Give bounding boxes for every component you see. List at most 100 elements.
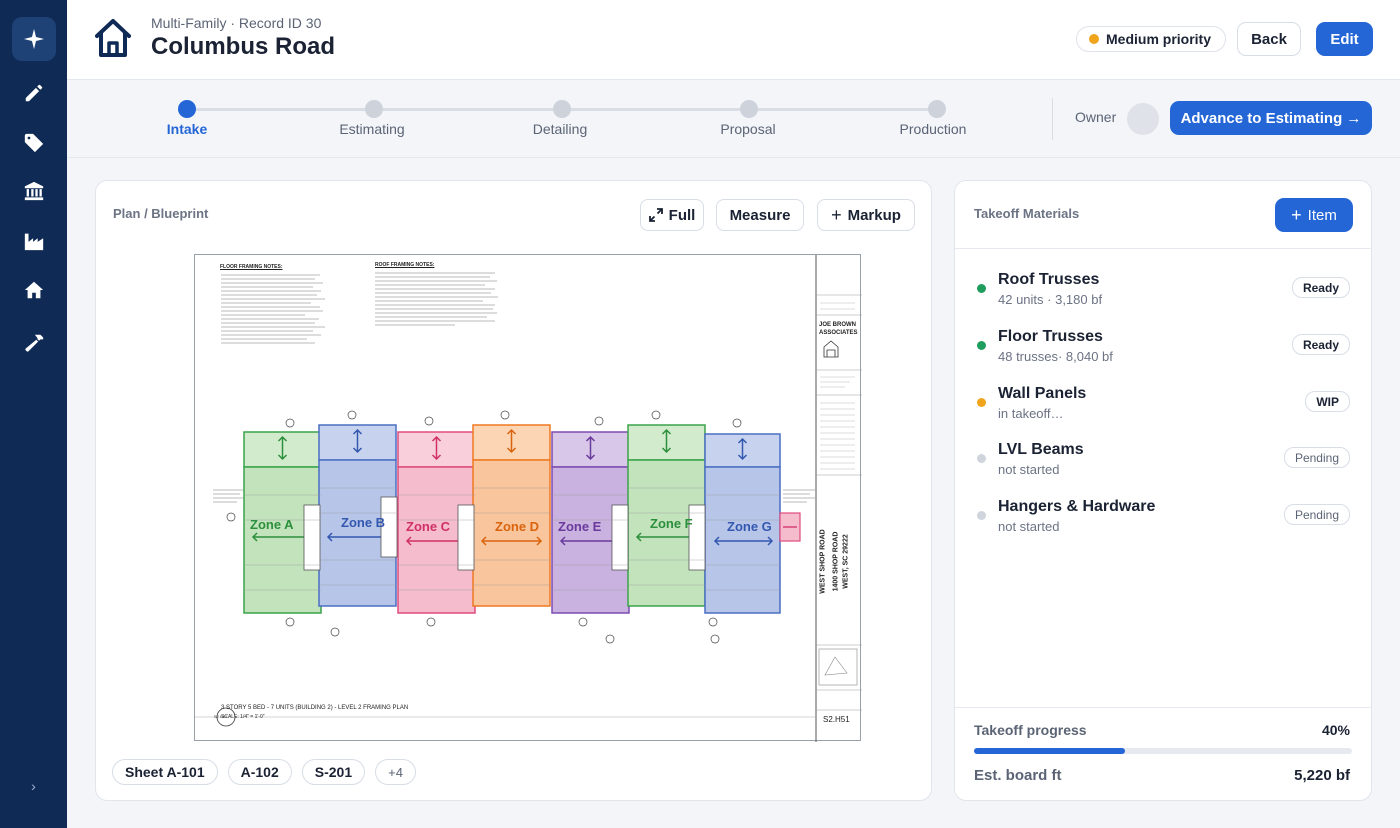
status-badge: Ready [1291,334,1350,355]
full-label: Full [668,206,696,224]
material-name: Floor Trusses [998,328,1103,345]
back-button[interactable]: Back [1237,22,1301,56]
status-dot-icon [977,341,986,350]
plan-card: Plan / Blueprint Full Measure + Markup [95,180,932,801]
edit-button[interactable]: Edit [1316,22,1373,56]
sidebar: › [0,0,67,828]
sidebar-collapse-button[interactable]: › [31,778,36,794]
material-name: Wall Panels [998,385,1087,402]
zone-f-label[interactable]: Zone F [650,516,693,531]
material-name: Roof Trusses [998,271,1100,288]
board-feet-value: 5,220 bf [1294,767,1350,784]
drawing-scale: SCALE: 1/4" = 1'-0" [221,714,265,720]
board-feet-label: Est. board ft [974,767,1062,784]
progress-value: 40% [1321,722,1350,738]
step-dot-intake[interactable] [178,100,196,118]
takeoff-materials-card: Takeoff Materials + Item Roof Trusses 42… [954,180,1372,801]
blueprint-viewer[interactable]: FLOOR FRAMING NOTES: ROOF FRAMING NOTES:… [194,254,862,742]
sheet-tab-a102[interactable]: A-102 [227,759,292,785]
measure-button[interactable]: Measure [716,199,804,231]
street-label: WEST SHOP ROAD [819,529,827,594]
city-label: WEST, SC 29222 [842,534,850,589]
blueprint-drawing [195,255,862,742]
zone-d-block [472,424,551,607]
page-title: Columbus Road [151,33,335,60]
material-detail: 48 trusses· 8,040 bf [998,349,1113,364]
zone-b-label[interactable]: Zone B [341,515,386,530]
step-label-intake[interactable]: Intake [166,121,208,137]
progress-bar-fill [974,748,1126,754]
sheet-tab-s201[interactable]: S-201 [301,759,366,785]
takeoff-summary: Takeoff progress 40% Est. board ft 5,220… [955,707,1371,800]
status-dot-icon [977,284,986,293]
sheet-number: S2.H51 [823,715,850,724]
status-dot-icon [977,511,986,520]
sheet-tab-a101[interactable]: Sheet A-101 [112,759,218,785]
workflow-stepper: Intake Estimating Detailing Proposal Pro… [67,80,1400,158]
plus-icon: + [1291,204,1302,225]
sparkle-icon[interactable] [12,17,56,61]
zone-e-block [551,431,630,614]
step-label-detailing[interactable]: Detailing [532,121,588,137]
materials-header: Takeoff Materials + Item [955,181,1371,249]
owner-avatar[interactable] [1127,103,1159,135]
priority-label: Medium priority [1106,31,1212,47]
status-dot-icon [977,454,986,463]
detail-ref: S2.H51 [214,714,228,719]
firm-name: JOE BROWN ASSOCIATES [819,322,858,336]
material-detail: not started [998,462,1060,477]
zone-d-label[interactable]: Zone D [495,519,540,534]
material-detail: not started [998,519,1060,534]
header: Multi-Family · Record ID 30 Columbus Roa… [67,0,1400,80]
step-label-proposal[interactable]: Proposal [720,121,776,137]
material-row[interactable]: Floor Trusses 48 trusses· 8,040 bf Ready [955,324,1371,380]
step-dot-estimating[interactable] [365,100,383,118]
advance-to-estimating-button[interactable]: Advance to Estimating → [1170,101,1372,135]
bank-icon[interactable] [12,169,56,213]
material-name: LVL Beams [998,441,1084,458]
record-subtitle: Multi-Family · Record ID 30 [151,15,322,31]
zone-g-label[interactable]: Zone G [727,519,772,534]
material-row[interactable]: Roof Trusses 42 units · 3,180 bf Ready [955,267,1371,323]
materials-title: Takeoff Materials [974,206,1080,221]
plus-icon: + [831,204,842,225]
status-badge: Pending [1283,447,1350,468]
more-sheets-button[interactable]: +4 [375,759,416,785]
zone-c-label[interactable]: Zone C [406,519,451,534]
add-item-button[interactable]: + Item [1275,198,1353,232]
drawing-caption: 3 STORY 5 BED - 7 UNITS (BUILDING 2) - L… [221,705,409,711]
step-dot-detailing[interactable] [553,100,571,118]
step-label-estimating[interactable]: Estimating [339,121,405,137]
status-badge: Ready [1291,277,1350,298]
material-row[interactable]: LVL Beams not started Pending [955,437,1371,493]
add-item-label: Item [1307,206,1337,224]
home-icon[interactable] [12,268,56,312]
full-button[interactable]: Full [640,199,704,231]
stepper-divider [1052,98,1053,140]
markup-label: Markup [847,206,901,224]
status-dot-icon [977,398,986,407]
step-dot-production[interactable] [928,100,946,118]
priority-badge[interactable]: Medium priority [1076,26,1227,52]
hammer-icon[interactable] [12,321,56,365]
material-detail: in takeoff… [998,406,1064,421]
markup-button[interactable]: + Markup [817,199,915,231]
material-row[interactable]: Hangers & Hardware not started Pending [955,494,1371,550]
step-dot-proposal[interactable] [740,100,758,118]
house-logo-icon [95,19,131,57]
factory-icon[interactable] [12,219,56,263]
floor-framing-notes-title: FLOOR FRAMING NOTES: [220,264,283,270]
pencil-icon[interactable] [12,71,56,115]
sheet-tabs: Sheet A-101 A-102 S-201 +4 [112,759,416,785]
tag-icon[interactable] [12,121,56,165]
zone-a-label[interactable]: Zone A [250,517,294,532]
progress-bar [974,748,1352,754]
expand-icon [648,208,663,222]
zone-e-label[interactable]: Zone E [558,519,602,534]
step-label-production[interactable]: Production [899,121,967,137]
status-badge: Pending [1283,504,1350,525]
owner-label: Owner [1075,109,1117,125]
material-detail: 42 units · 3,180 bf [998,292,1103,307]
material-row[interactable]: Wall Panels in takeoff… WIP [955,381,1371,437]
status-badge: WIP [1305,391,1350,412]
